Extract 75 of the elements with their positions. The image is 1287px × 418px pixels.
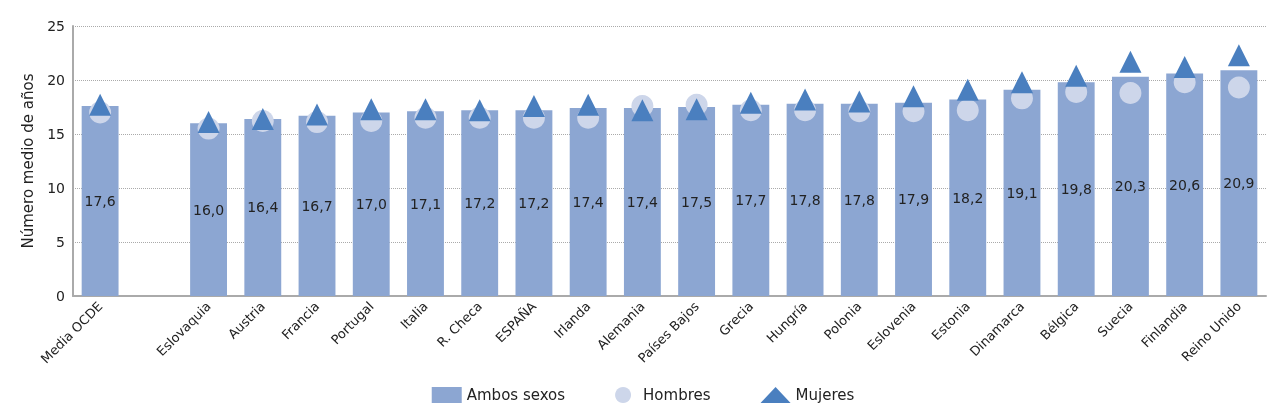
data-label: 17,7 [735, 192, 767, 209]
y-axis-title: Número medio de años [18, 73, 37, 249]
data-label: 17,6 [84, 192, 116, 209]
bar [678, 107, 716, 296]
y-tick-label: 20 [47, 72, 65, 88]
point [414, 98, 437, 121]
bar [949, 99, 987, 296]
bar [569, 108, 607, 296]
point [1119, 50, 1142, 73]
data-label: 17,1 [409, 195, 442, 212]
point [848, 90, 871, 113]
data-label: 17,8 [843, 191, 875, 208]
data-label: 16,4 [247, 199, 279, 216]
bar [298, 115, 336, 296]
data-label: 19,8 [1060, 181, 1092, 198]
point [1173, 56, 1196, 79]
bar [840, 103, 878, 296]
data-label: 16,7 [301, 197, 333, 214]
bar [1003, 89, 1041, 296]
y-tick-label: 25 [47, 18, 65, 34]
point [89, 93, 112, 116]
data-label: 17,8 [789, 191, 821, 208]
point [522, 94, 545, 117]
point [306, 103, 329, 126]
y-tick-label: 10 [47, 180, 65, 196]
data-label: 19,1 [1006, 184, 1038, 201]
data-label: 17,4 [626, 194, 659, 211]
bar [244, 118, 282, 296]
point [360, 98, 383, 121]
bar [81, 105, 119, 296]
point [1119, 81, 1142, 104]
y-tick-label: 5 [56, 234, 65, 250]
bar [895, 102, 932, 296]
bar [1057, 82, 1095, 296]
data-label: 20,6 [1169, 176, 1201, 193]
data-label: 20,3 [1114, 178, 1147, 195]
y-tick-label: 15 [47, 126, 65, 142]
legend-label: Mujeres [795, 386, 855, 404]
point [1065, 64, 1088, 87]
bar [623, 108, 661, 296]
point [739, 91, 762, 114]
point [956, 78, 979, 101]
bar [190, 123, 228, 296]
data-label: 17,2 [464, 195, 496, 212]
point [631, 99, 654, 122]
point [197, 111, 220, 134]
point [1227, 76, 1250, 99]
bar [407, 111, 444, 296]
data-label: 18,2 [952, 189, 984, 206]
point [956, 99, 979, 122]
point [902, 85, 925, 108]
bar [732, 104, 770, 296]
data-label: 20,9 [1223, 175, 1255, 192]
point [1227, 44, 1250, 67]
point [577, 93, 600, 116]
point [794, 88, 817, 111]
point [1010, 71, 1033, 94]
point [468, 99, 491, 122]
bar [515, 110, 553, 296]
point [685, 98, 708, 121]
bar [352, 112, 390, 296]
legend-label: Hombres [643, 386, 711, 404]
bar [461, 110, 499, 296]
data-label: 16,0 [192, 201, 225, 218]
y-tick-label: 0 [56, 288, 65, 304]
data-label: 17,4 [572, 194, 604, 211]
bar [786, 103, 824, 296]
bar [1220, 70, 1258, 296]
bar [1166, 73, 1204, 296]
bar [1111, 76, 1149, 296]
data-label: 17,5 [681, 193, 713, 210]
data-label: 17,9 [897, 191, 930, 208]
legend-label: Ambos sexos [466, 386, 566, 404]
data-label: 17,2 [518, 195, 550, 212]
data-label: 17,0 [355, 196, 387, 213]
